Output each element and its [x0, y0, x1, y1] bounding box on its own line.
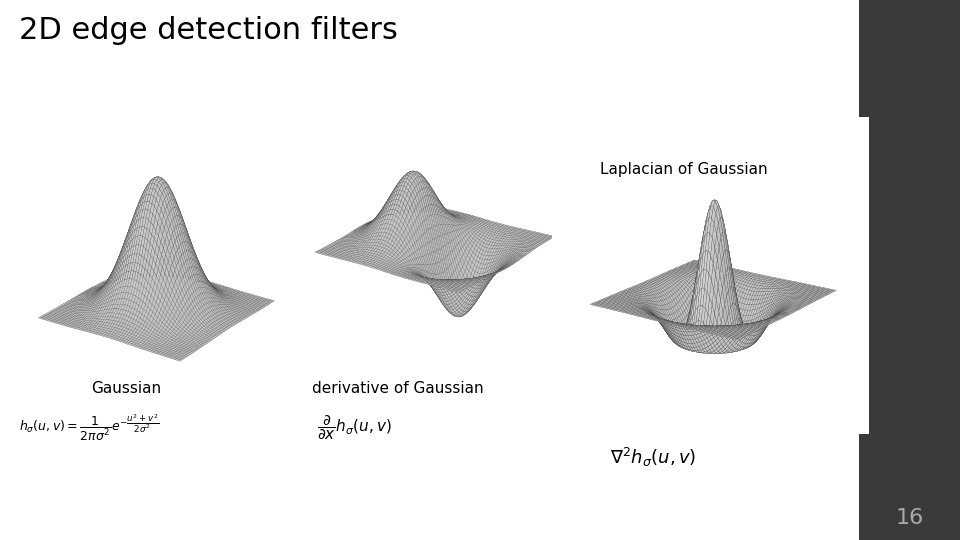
Text: 2D edge detection filters: 2D edge detection filters: [19, 16, 398, 45]
Text: derivative of Gaussian: derivative of Gaussian: [312, 381, 484, 396]
Text: $\dfrac{\partial}{\partial x}h_{\sigma}(u,v)$: $\dfrac{\partial}{\partial x}h_{\sigma}(…: [317, 413, 392, 442]
Text: $\nabla^2 h_{\sigma}(u,v)$: $\nabla^2 h_{\sigma}(u,v)$: [610, 446, 696, 469]
Text: $h_{\sigma}(u,v) = \dfrac{1}{2\pi\sigma^2}e^{-\dfrac{u^2+v^2}{2\sigma^2}}$: $h_{\sigma}(u,v) = \dfrac{1}{2\pi\sigma^…: [19, 413, 159, 443]
Text: Laplacian of Gaussian: Laplacian of Gaussian: [600, 162, 768, 177]
Text: Gaussian: Gaussian: [91, 381, 161, 396]
Text: 16: 16: [896, 508, 924, 529]
